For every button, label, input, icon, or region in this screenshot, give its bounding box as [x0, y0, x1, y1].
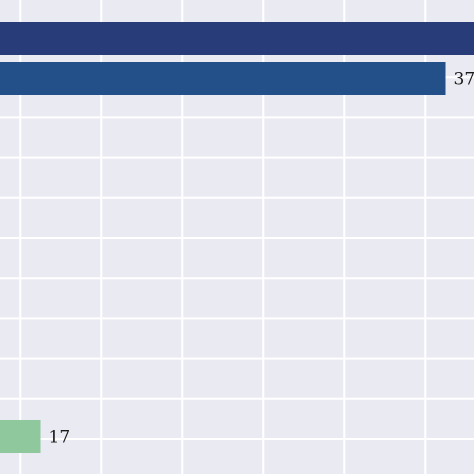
bar-1 — [0, 62, 446, 95]
bar-value-label-1: 37 — [454, 70, 474, 90]
bars-group — [0, 22, 474, 453]
bar-2 — [0, 420, 41, 453]
bar-labels-group: 37 17 — [49, 70, 474, 448]
bar-value-label-2: 17 — [49, 428, 71, 448]
bar-0 — [0, 22, 474, 55]
